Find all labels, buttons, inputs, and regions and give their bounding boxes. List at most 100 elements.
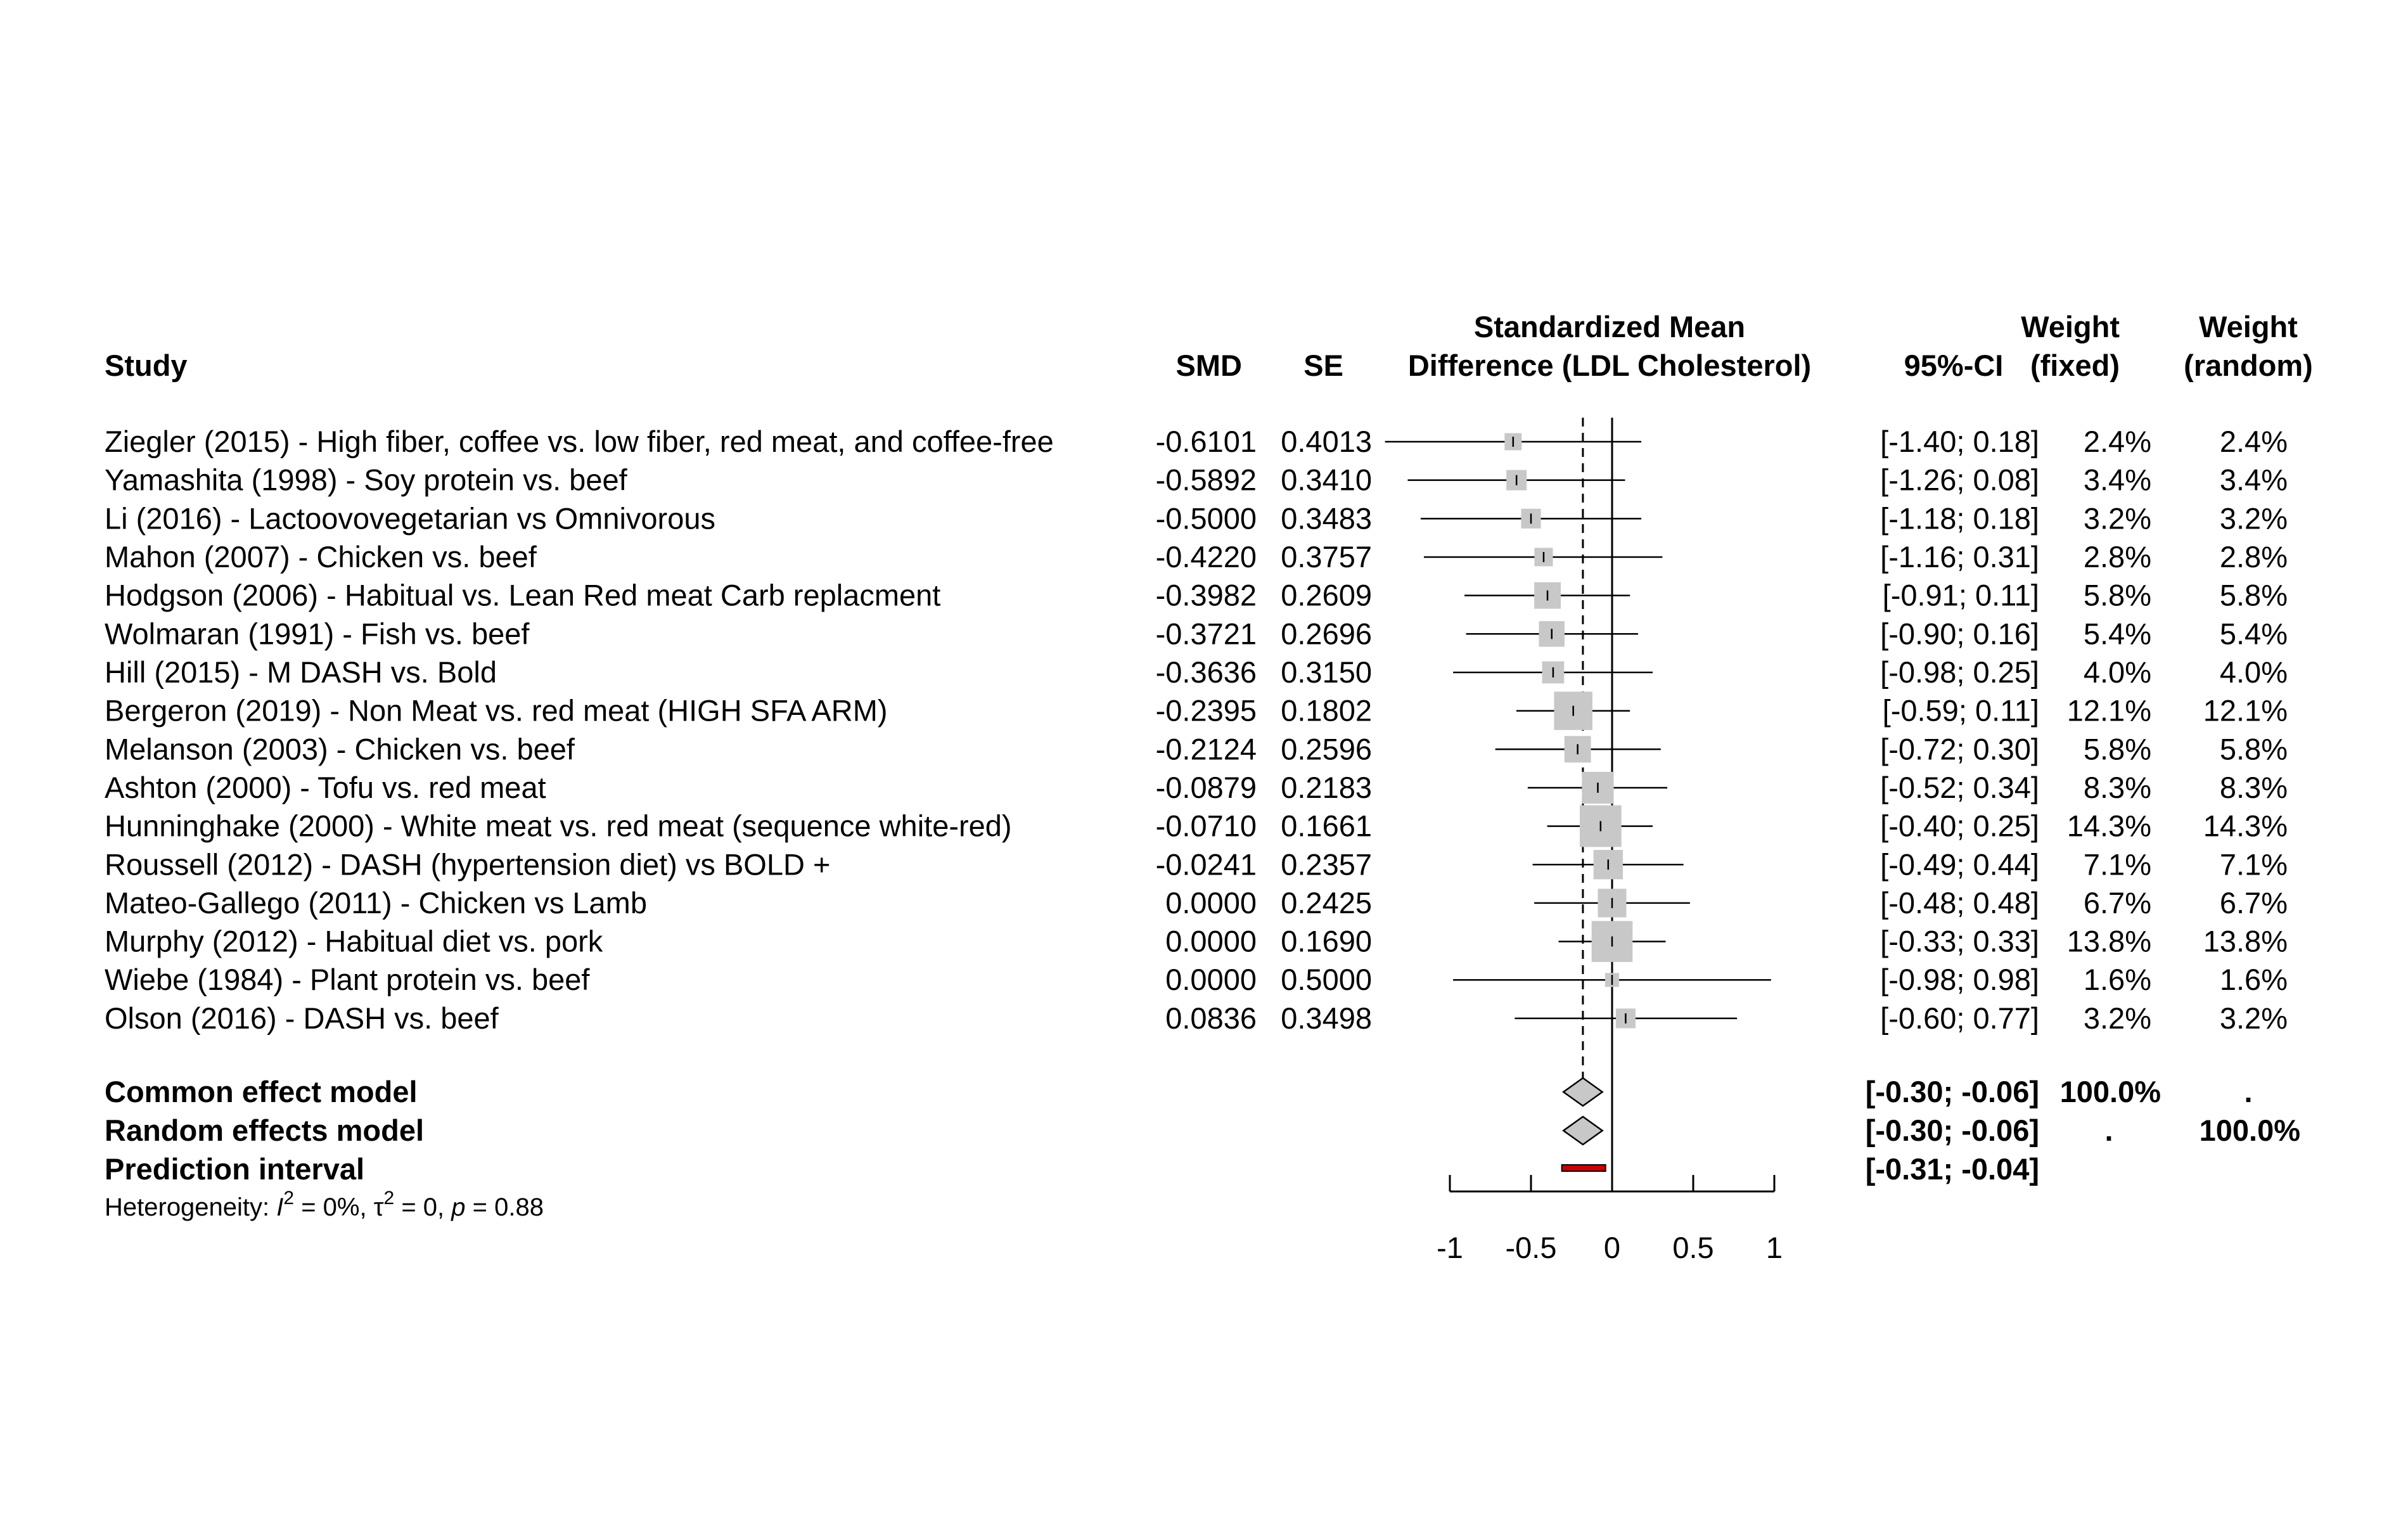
- study-weight-fixed: 6.7%: [2084, 886, 2151, 920]
- study-row: Mateo-Gallego (2011) - Chicken vs Lamb 0.…: [105, 886, 2288, 920]
- study-weight-fixed: 8.3%: [2084, 771, 2151, 804]
- study-weight-random: 3.4%: [2220, 463, 2288, 497]
- study-smd: -0.5892: [1156, 463, 1257, 497]
- heterogeneity-text: Heterogeneity: I2 = 0%, τ2 = 0, p = 0.88: [105, 1188, 544, 1221]
- study-weight-random: 6.7%: [2220, 886, 2288, 920]
- study-smd: -0.5000: [1156, 501, 1257, 535]
- x-axis-tick-label: 0.5: [1672, 1231, 1713, 1264]
- study-ci: [-0.40; 0.25]: [1880, 809, 2039, 843]
- study-ci: [-0.98; 0.98]: [1880, 963, 2039, 996]
- study-smd: -0.2124: [1156, 732, 1257, 766]
- study-se: 0.2609: [1281, 579, 1372, 612]
- random-effects-label: Random effects model: [105, 1113, 424, 1147]
- study-weight-fixed: 1.6%: [2084, 963, 2151, 996]
- study-smd: 0.0000: [1165, 963, 1257, 996]
- study-ci: [-0.98; 0.25]: [1880, 655, 2039, 689]
- study-row: Ziegler (2015) - High fiber, coffee vs. …: [105, 425, 2288, 458]
- header-se: SE: [1303, 349, 1343, 382]
- study-se: 0.2183: [1281, 771, 1372, 804]
- study-se: 0.1690: [1281, 925, 1372, 958]
- header-ci: 95%-CI: [1904, 349, 2004, 382]
- header-weight-random-line1: Weight: [2199, 310, 2298, 343]
- study-weight-random: 5.8%: [2220, 732, 2288, 766]
- study-weight-fixed: 3.2%: [2084, 501, 2151, 535]
- study-row: Li (2016) - Lactoovovegetarian vs Omnivo…: [105, 501, 2288, 535]
- study-ci: [-0.49; 0.44]: [1880, 847, 2039, 881]
- study-row: Wolmaran (1991) - Fish vs. beef -0.3721 0.…: [105, 617, 2288, 650]
- random-effects-weight-random: 100.0%: [2200, 1113, 2300, 1147]
- study-label: Hunninghake (2000) - White meat vs. red …: [105, 809, 1012, 843]
- study-se: 0.4013: [1281, 425, 1372, 458]
- common-effect-label: Common effect model: [105, 1075, 418, 1108]
- study-weight-random: 2.4%: [2220, 425, 2288, 458]
- study-row: Wiebe (1984) - Plant protein vs. beef 0.0…: [105, 963, 2288, 996]
- study-smd: -0.0879: [1156, 771, 1257, 804]
- study-se: 0.2696: [1281, 617, 1372, 650]
- study-ci: [-0.90; 0.16]: [1880, 617, 2039, 650]
- study-weight-fixed: 14.3%: [2067, 809, 2151, 843]
- study-label: Yamashita (1998) - Soy protein vs. beef: [105, 463, 628, 497]
- study-row: Murphy (2012) - Habitual diet vs. pork 0.…: [105, 925, 2288, 958]
- study-ci: [-0.33; 0.33]: [1880, 925, 2039, 958]
- study-smd: 0.0836: [1165, 1001, 1257, 1035]
- prediction-interval-ci: [-0.31; -0.04]: [1866, 1152, 2039, 1186]
- study-label: Wolmaran (1991) - Fish vs. beef: [105, 617, 530, 650]
- study-se: 0.1802: [1281, 694, 1372, 728]
- header-weight-fixed-line1: Weight: [2021, 310, 2120, 343]
- prediction-interval-bar: [1561, 1164, 1606, 1172]
- study-smd: -0.2395: [1156, 694, 1257, 728]
- tau2-symbol: τ: [374, 1193, 384, 1221]
- study-smd: -0.0241: [1156, 847, 1257, 881]
- study-row: Hunninghake (2000) - White meat vs. red …: [105, 809, 2288, 843]
- study-weight-random: 4.0%: [2220, 655, 2288, 689]
- study-row: Hodgson (2006) - Habitual vs. Lean Red m…: [105, 579, 2288, 612]
- study-weight-random: 3.2%: [2220, 501, 2288, 535]
- study-label: Ziegler (2015) - High fiber, coffee vs. …: [105, 425, 1054, 458]
- study-weight-fixed: 12.1%: [2067, 694, 2151, 728]
- study-weight-random: 7.1%: [2220, 847, 2288, 881]
- study-smd: -0.3636: [1156, 655, 1257, 689]
- header-effect-line2: Difference (LDL Cholesterol): [1408, 349, 1811, 382]
- study-row: Hill (2015) - M DASH vs. Bold -0.3636 0.31…: [105, 655, 2288, 689]
- study-label: Hill (2015) - M DASH vs. Bold: [105, 655, 497, 689]
- study-label: Bergeron (2019) - Non Meat vs. red meat …: [105, 694, 888, 728]
- random-effects-diamond: [1562, 1115, 1604, 1146]
- study-rows: Ziegler (2015) - High fiber, coffee vs. …: [105, 425, 2288, 1035]
- study-ci: [-0.72; 0.30]: [1880, 732, 2039, 766]
- study-smd: -0.4220: [1156, 540, 1257, 574]
- study-weight-random: 13.8%: [2203, 925, 2288, 958]
- x-axis-tick-label: 0: [1604, 1231, 1620, 1264]
- study-weight-fixed: 7.1%: [2084, 847, 2151, 881]
- i2-symbol: I: [276, 1193, 283, 1221]
- x-axis-tick-label: 1: [1766, 1231, 1783, 1264]
- common-effect-weight-random: .: [2244, 1075, 2252, 1108]
- random-effects-weight-fixed: .: [2104, 1113, 2113, 1147]
- p-value: = 0.88: [466, 1193, 544, 1221]
- i2-value: = 0%,: [294, 1193, 374, 1221]
- study-label: Wiebe (1984) - Plant protein vs. beef: [105, 963, 590, 996]
- study-smd: -0.0710: [1156, 809, 1257, 843]
- study-se: 0.3757: [1281, 540, 1372, 574]
- study-ci: [-0.59; 0.11]: [1883, 694, 2039, 728]
- study-weight-fixed: 2.8%: [2084, 540, 2151, 574]
- study-smd: 0.0000: [1165, 925, 1257, 958]
- study-ci: [-0.91; 0.11]: [1883, 579, 2039, 612]
- study-label: Ashton (2000) - Tofu vs. red meat: [105, 771, 546, 804]
- header-smd: SMD: [1176, 349, 1242, 382]
- study-se: 0.1661: [1281, 809, 1372, 843]
- study-smd: 0.0000: [1165, 886, 1257, 920]
- study-weight-fixed: 5.8%: [2084, 579, 2151, 612]
- study-weight-fixed: 13.8%: [2067, 925, 2151, 958]
- study-ci: [-1.16; 0.31]: [1880, 540, 2039, 574]
- p-symbol: p: [451, 1193, 465, 1221]
- study-row: Mahon (2007) - Chicken vs. beef -0.4220 0.…: [105, 540, 2288, 574]
- study-label: Olson (2016) - DASH vs. beef: [105, 1001, 499, 1035]
- study-weight-random: 1.6%: [2220, 963, 2288, 996]
- study-se: 0.3150: [1281, 655, 1372, 689]
- study-weight-fixed: 3.4%: [2084, 463, 2151, 497]
- study-se: 0.3483: [1281, 501, 1372, 535]
- study-ci: [-1.26; 0.08]: [1880, 463, 2039, 497]
- common-effect-weight-fixed: 100.0%: [2060, 1075, 2161, 1108]
